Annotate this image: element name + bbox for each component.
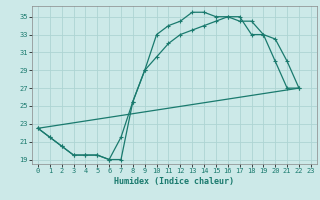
- X-axis label: Humidex (Indice chaleur): Humidex (Indice chaleur): [115, 177, 234, 186]
